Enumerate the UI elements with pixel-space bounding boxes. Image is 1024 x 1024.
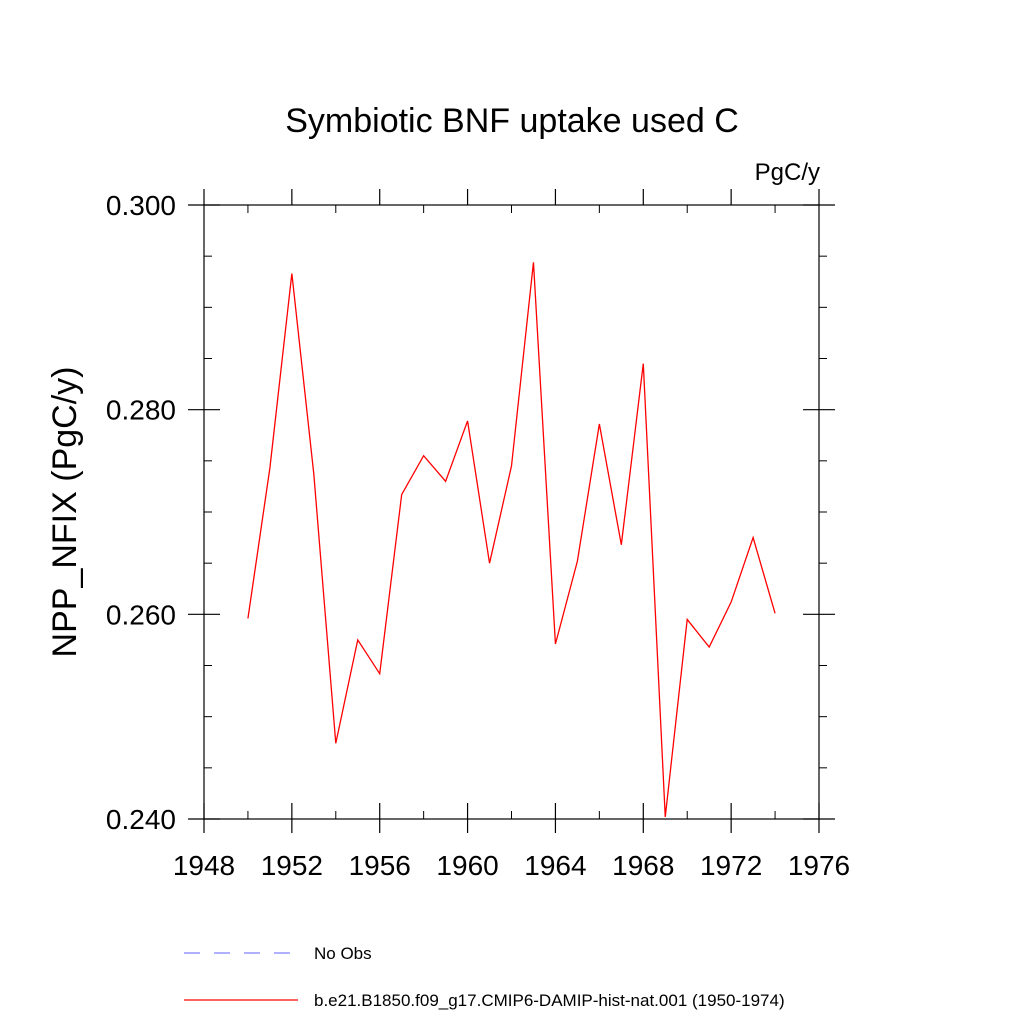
x-tick-label: 1976 [788, 850, 850, 881]
x-tick-label: 1956 [349, 850, 411, 881]
axis-ticks: 1948 1952 1956 1960 1964 1968 1972 1976 0.240 0.2… [106, 189, 850, 881]
x-tick-label: 1972 [700, 850, 762, 881]
x-tick-label: 1968 [612, 850, 674, 881]
units-label: PgC/y [755, 159, 820, 186]
legend-label: b.e21.B1850.f09_g17.CMIP6-DAMIP-hist-nat… [314, 991, 785, 1010]
y-tick-label: 0.240 [106, 804, 176, 835]
y-tick-label: 0.300 [106, 190, 176, 221]
y-tick-label: 0.260 [106, 599, 176, 630]
x-tick-label: 1964 [524, 850, 586, 881]
legend: No Obs b.e21.B1850.f09_g17.CMIP6-DAMIP-hi… [184, 944, 785, 1010]
series-layer [247, 262, 776, 818]
y-tick-label: 0.280 [106, 395, 176, 426]
x-tick-label: 1960 [436, 850, 498, 881]
series-line [247, 262, 776, 818]
plot-frame [203, 204, 820, 820]
y-axis-label: NPP_NFIX (PgC/y) [46, 367, 84, 658]
x-tick-label: 1952 [261, 850, 323, 881]
legend-label: No Obs [314, 944, 372, 963]
x-tick-label: 1948 [173, 850, 235, 881]
chart-title: Symbiotic BNF uptake used C [285, 102, 739, 140]
